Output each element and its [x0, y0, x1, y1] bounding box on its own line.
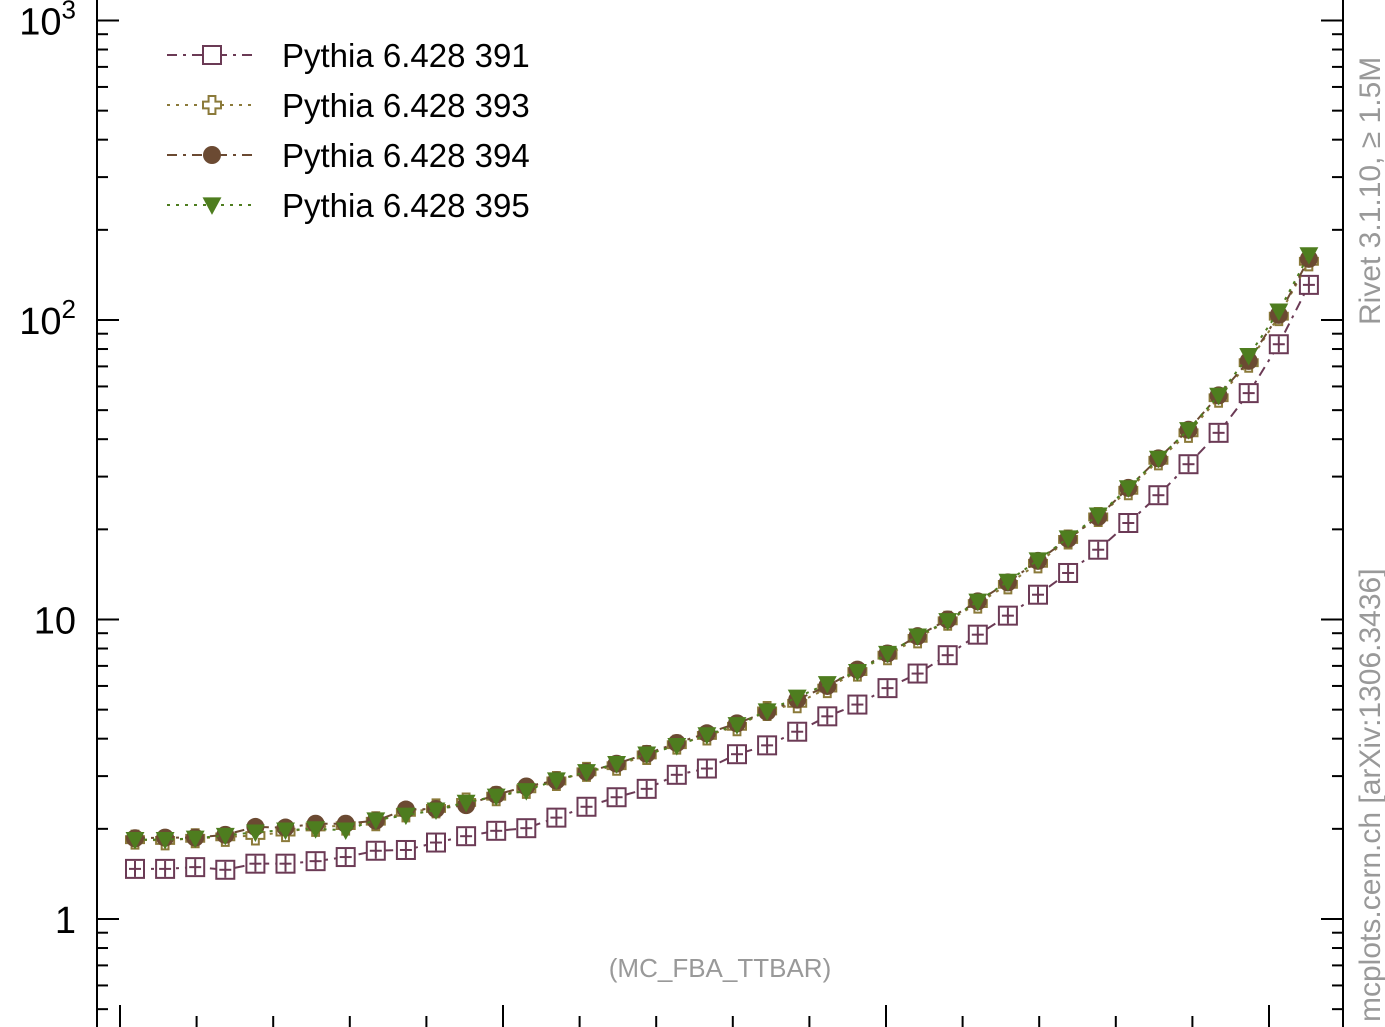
data-point: [276, 822, 295, 841]
data-point: [757, 703, 777, 721]
data-point: [202, 95, 222, 115]
legend-item-1: Pythia 6.428 391: [167, 37, 530, 74]
data-point: [938, 613, 958, 631]
data-point: [1028, 552, 1048, 570]
data-point: [787, 689, 807, 708]
legend-label: Pythia 6.428 391: [282, 37, 530, 74]
legend-label: Pythia 6.428 393: [282, 87, 530, 124]
rivet-version-label: Rivet 3.1.10, ≥ 1.5M: [1354, 57, 1385, 325]
data-point: [516, 783, 536, 801]
data-point: [1148, 450, 1168, 469]
data-point: [577, 764, 596, 782]
data-point: [637, 746, 657, 765]
series-layer: [125, 247, 1319, 880]
legend: Pythia 6.428 391 Pythia 6.428 393 Pythia 6…: [167, 37, 530, 224]
data-point: [202, 197, 222, 215]
series-1: [125, 274, 1319, 880]
series-4: [125, 247, 1319, 850]
data-point: [426, 802, 446, 820]
analysis-annotation: (MC_FBA_TTBAR): [609, 953, 831, 983]
y-axis-ticks: [97, 19, 1343, 1011]
data-point: [1058, 530, 1078, 548]
data-point: [667, 738, 687, 756]
y-axis-tick-labels: 1 10 102 103: [19, 0, 76, 942]
data-point: [336, 822, 356, 841]
data-point: [878, 645, 897, 664]
data-point: [456, 794, 476, 813]
data-point: [546, 772, 566, 790]
data-point: [1088, 507, 1108, 526]
series-line: [135, 284, 1310, 871]
data-point: [486, 788, 506, 807]
data-point: [396, 807, 416, 826]
data-point: [203, 146, 221, 164]
data-point: [847, 663, 867, 682]
legend-item-4: Pythia 6.428 395: [167, 187, 530, 224]
data-point: [215, 827, 235, 846]
data-point: [185, 830, 205, 849]
series-line: [134, 258, 1310, 840]
legend-label: Pythia 6.428 394: [282, 137, 530, 174]
data-point: [1299, 247, 1319, 265]
series-line: [134, 260, 1310, 842]
x-axis-ticks: [119, 1005, 1270, 1027]
data-point: [697, 727, 717, 745]
y-tick-label: 103: [19, 0, 76, 44]
data-point: [908, 628, 928, 647]
data-point: [1239, 348, 1259, 366]
plot-frame: [96, 0, 1344, 1027]
data-point: [125, 832, 145, 850]
data-point: [607, 756, 627, 774]
data-point: [1179, 422, 1198, 440]
data-point: [202, 45, 222, 65]
data-point: [1269, 303, 1289, 322]
data-point: [366, 812, 386, 830]
series-3: [126, 249, 1318, 848]
y-tick-label: 102: [19, 294, 76, 343]
legend-label: Pythia 6.428 395: [282, 187, 530, 224]
y-tick-label: 10: [34, 601, 76, 643]
data-point: [727, 717, 747, 735]
data-point: [1209, 387, 1229, 406]
data-point: [1118, 480, 1138, 498]
data-point: [245, 824, 265, 843]
data-point: [817, 676, 837, 694]
data-point: [306, 821, 326, 839]
data-point: [998, 573, 1018, 592]
y-tick-label: 1: [55, 900, 76, 942]
data-point: [968, 593, 988, 612]
data-point: [155, 832, 175, 850]
legend-item-2: Pythia 6.428 393: [167, 87, 530, 124]
series-2: [125, 251, 1319, 851]
series-line: [135, 254, 1310, 841]
legend-item-3: Pythia 6.428 394: [167, 137, 530, 174]
mcplots-source-label: mcplots.cern.ch [arXiv:1306.3436]: [1354, 568, 1385, 1022]
